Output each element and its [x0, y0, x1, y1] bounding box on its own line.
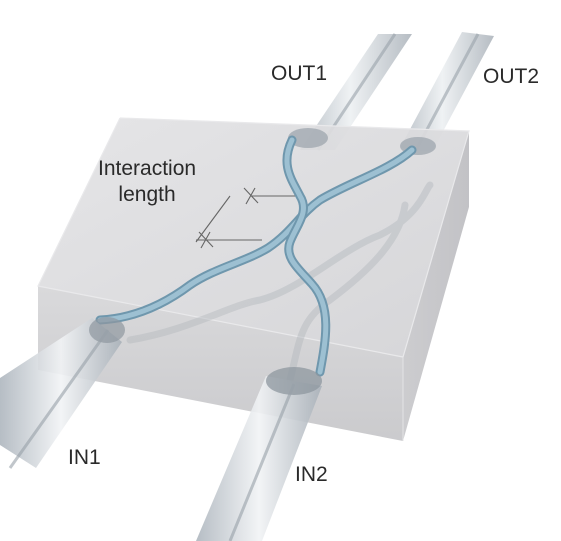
label-out1: OUT1 [271, 62, 328, 85]
fiber-in2 [196, 367, 322, 541]
fiber-in1 [0, 317, 125, 469]
fiber-end-out1 [288, 128, 328, 148]
chip-side-face [403, 131, 469, 441]
label-in1: IN1 [68, 446, 101, 469]
label-interaction-length: Interaction length [98, 156, 196, 208]
waveguides [95, 135, 417, 377]
interaction-length-markers [195, 187, 300, 249]
label-interaction-line1: Interaction [98, 157, 197, 180]
label-interaction-line2: length [118, 183, 176, 206]
label-out2: OUT2 [483, 65, 540, 88]
label-in2: IN2 [295, 463, 328, 486]
